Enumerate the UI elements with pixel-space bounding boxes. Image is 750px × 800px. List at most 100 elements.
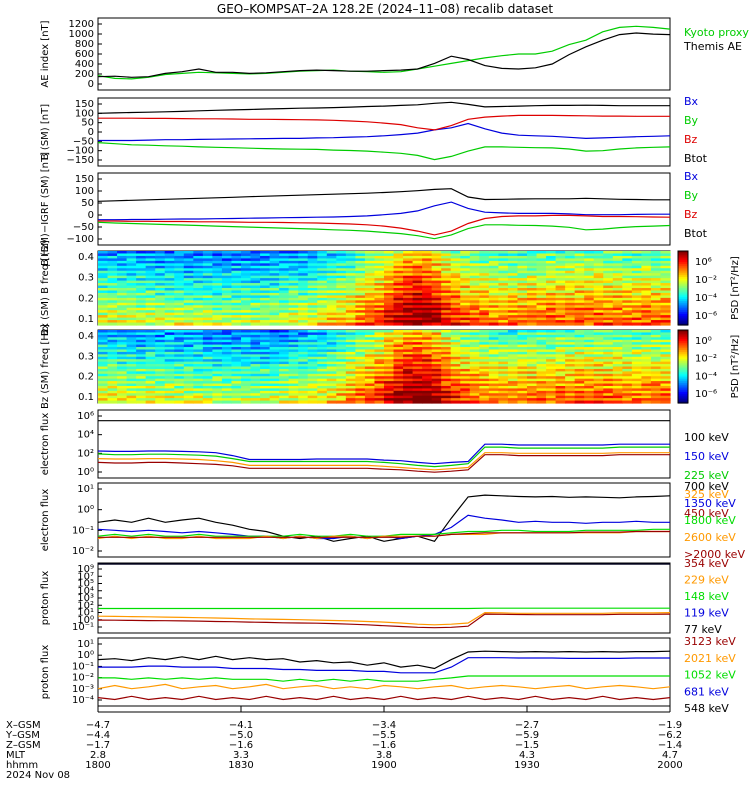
panel-5-ylabel: Bz (SM) freq [Hz] — [40, 324, 51, 409]
panel-5-cell — [260, 390, 271, 394]
panel-4-cell — [221, 300, 233, 304]
panel-4-cell — [507, 283, 519, 287]
panel-4-cell — [250, 280, 261, 284]
panel-5-cell — [517, 376, 528, 380]
panel-5-cell — [155, 361, 166, 365]
panel-4-cell — [565, 265, 576, 269]
panel-4-cell — [164, 263, 175, 267]
panel-5-cell — [631, 364, 642, 368]
panel-4-cell — [250, 302, 261, 306]
panel-4-cell — [565, 273, 576, 277]
panel-4-cell — [136, 312, 147, 316]
panel-4-cell — [641, 322, 652, 326]
panel-4-cell — [136, 283, 147, 287]
panel-8-ytick-label: 10⁴ — [77, 586, 94, 597]
panel-4-cell — [384, 273, 395, 277]
panel-4-cell — [193, 288, 204, 292]
panel-5-cell — [612, 344, 623, 348]
panel-4-cell — [593, 283, 604, 287]
panel-5-cell — [364, 364, 376, 368]
footer-value: 1830 — [228, 760, 253, 771]
panel-4-cell — [384, 268, 395, 272]
panel-5-cell — [422, 371, 433, 375]
panel-4-cell — [565, 270, 576, 274]
panel-5-cell — [641, 368, 652, 372]
panel-5-cell — [384, 330, 395, 334]
panel-4-cell — [660, 322, 671, 326]
panel-5-cell — [574, 400, 585, 404]
panel-4-cell — [98, 273, 109, 277]
panel-4-cell — [202, 251, 213, 255]
panel-4-colorbar-cell — [678, 293, 688, 296]
panel-5-cell — [422, 395, 433, 399]
panel-5-cell — [650, 332, 662, 336]
panel-5-cell — [450, 366, 461, 370]
panel-4-cell — [622, 255, 633, 259]
panel-4-cell — [431, 322, 442, 326]
panel-5-cell — [221, 376, 233, 380]
panel-5-cell — [469, 332, 480, 336]
panel-5-cell — [126, 354, 137, 358]
panel-5-cell — [641, 344, 652, 348]
footer-value: −4.7 — [86, 720, 110, 731]
panel-4-cell — [126, 315, 137, 319]
panel-5-cell — [317, 395, 328, 399]
panel-4-cell — [412, 255, 423, 259]
panel-9-legend-entry: 3123 keV — [684, 635, 736, 648]
panel-5-cell — [555, 385, 566, 389]
panel-4-cell — [117, 317, 128, 321]
panel-5-cell — [536, 395, 547, 399]
panel-4-cell — [612, 265, 623, 269]
panel-5-cell — [641, 359, 652, 363]
panel-5-cell — [507, 354, 519, 358]
panel-5-cell — [212, 349, 223, 353]
panel-5-cell — [221, 373, 233, 377]
panel-5-cell — [412, 395, 423, 399]
panel-4-cell — [307, 278, 318, 282]
panel-5-cell — [155, 385, 166, 389]
panel-5-cell — [145, 393, 156, 397]
panel-5-cell — [450, 376, 461, 380]
panel-5-cell — [469, 354, 480, 358]
panel-4-cell — [593, 263, 604, 267]
panel-5-cell — [460, 359, 471, 363]
panel-4-cell — [336, 307, 347, 311]
panel-5-cell — [650, 400, 662, 404]
panel-4-cell — [107, 273, 118, 277]
panel-4-cell — [546, 312, 557, 316]
panel-4-cell — [355, 312, 366, 316]
panel-5-cell — [536, 356, 547, 360]
panel-4-cell — [441, 322, 452, 326]
panel-5-cell — [374, 381, 385, 385]
panel-4-colorbar-cell — [678, 308, 688, 311]
panel-5-cell — [641, 395, 652, 399]
panel-4-cell — [174, 305, 185, 309]
panel-5-cell — [422, 366, 433, 370]
panel-5-cell — [527, 378, 538, 382]
panel-5-cell — [107, 376, 118, 380]
panel-4-cell — [345, 317, 356, 321]
panel-4-cell — [117, 307, 128, 311]
panel-5-cell — [98, 342, 109, 346]
panel-4-cell — [517, 307, 528, 311]
panel-4-cell — [507, 310, 519, 314]
panel-4-cell — [469, 275, 480, 279]
panel-4-cell — [498, 300, 509, 304]
panel-5-cell — [498, 354, 509, 358]
panel-5-cell — [374, 366, 385, 370]
panel-4-cell — [498, 275, 509, 279]
panel-4-cell — [441, 263, 452, 267]
panel-5-cell — [441, 385, 452, 389]
panel-4-cell — [117, 285, 128, 289]
panel-4-cell — [536, 255, 547, 259]
panel-5-cell — [298, 342, 309, 346]
panel-5-cell — [250, 330, 261, 334]
panel-5-cell — [345, 390, 356, 394]
panel-5-cell — [250, 342, 261, 346]
panel-5-cell — [250, 385, 261, 389]
panel-4-cell — [250, 320, 261, 324]
panel-1-ytick-label: 200 — [75, 69, 94, 80]
panel-4-cell — [317, 255, 328, 259]
panel-5-cell — [212, 330, 223, 334]
